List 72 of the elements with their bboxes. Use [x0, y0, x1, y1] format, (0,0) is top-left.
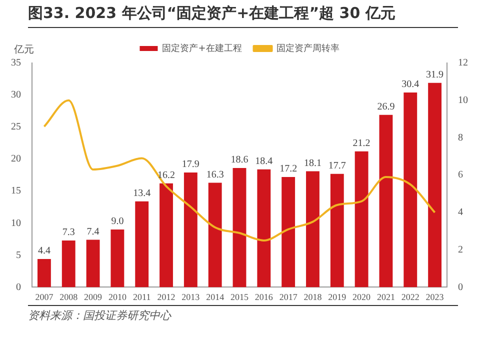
y-tick-label: 10 — [11, 218, 21, 229]
data-label: 30.4 — [402, 79, 420, 90]
x-tick-label: 2020 — [352, 292, 372, 302]
legend-label: 固定资产周转率 — [276, 42, 340, 54]
data-label: 18.4 — [255, 156, 273, 167]
legend-label: 固定资产+在建工程 — [162, 42, 242, 54]
data-label: 18.1 — [304, 158, 322, 169]
bar — [37, 259, 51, 288]
data-label: 18.6 — [230, 154, 248, 166]
x-tick-label: 2021 — [376, 292, 395, 302]
data-label: 26.9 — [377, 102, 395, 113]
x-tick-label: 2010 — [108, 292, 127, 302]
data-label: 7.3 — [62, 227, 75, 238]
y2-tick-label: 6 — [458, 170, 463, 181]
y2-tick-label: 0 — [458, 282, 463, 293]
x-tick-label: 2018 — [304, 292, 322, 302]
bar — [160, 183, 173, 288]
bar — [86, 240, 100, 288]
x-tick-label: 2014 — [206, 292, 225, 302]
y2-tick-label: 4 — [458, 207, 463, 218]
bar — [135, 201, 149, 288]
bar — [257, 169, 271, 288]
x-tick-label: 2017 — [279, 292, 298, 302]
chart-title: 图33. 2023 年公司“固定资产+在建工程”超 30 亿元 — [28, 4, 458, 28]
data-label: 9.0 — [111, 216, 124, 228]
text: 资料来源：国投证券研究中心 — [28, 305, 458, 323]
data-label: 31.9 — [426, 69, 444, 80]
y2-tick-label: 12 — [458, 58, 468, 69]
bar — [184, 172, 198, 288]
bar — [232, 168, 246, 288]
x-tick-label: 2012 — [157, 292, 176, 302]
bar — [62, 240, 76, 288]
data-label: 21.2 — [352, 138, 370, 150]
line-series — [43, 99, 436, 242]
x-tick-label: 2016 — [254, 292, 274, 302]
x-tick-label: 2022 — [401, 292, 420, 302]
x-tick-label: 2008 — [60, 292, 78, 302]
data-label: 4.4 — [38, 246, 50, 257]
data-label: 13.4 — [133, 188, 151, 199]
y-tick-label: 20 — [11, 154, 21, 165]
x-tick-label: 2009 — [84, 292, 103, 302]
bar — [354, 151, 368, 288]
y-tick-label: 15 — [11, 186, 21, 197]
x-tick-label: 2011 — [133, 292, 151, 302]
y2-tick-label: 10 — [458, 94, 468, 106]
data-label: 16.3 — [206, 169, 224, 180]
x-tick-label: 2023 — [426, 292, 444, 302]
y-tick-label: 35 — [11, 58, 21, 69]
data-label: 17.2 — [280, 164, 298, 175]
y-tick-label: 0 — [16, 282, 21, 293]
x-tick-label: 2015 — [230, 292, 249, 302]
bar — [404, 92, 418, 288]
data-label: 16.2 — [158, 170, 176, 182]
bar — [330, 174, 344, 288]
y2-tick-label: 8 — [458, 132, 463, 144]
y-axis-title: 亿元 — [13, 44, 34, 56]
data-label: 17.9 — [182, 159, 200, 170]
bar — [110, 230, 124, 288]
x-tick-label: 2013 — [182, 292, 200, 302]
y-tick-label: 5 — [16, 250, 21, 261]
y-tick-label: 30 — [11, 90, 21, 101]
x-tick-label: 2007 — [35, 292, 54, 302]
bar — [208, 182, 222, 288]
data-label: 17.7 — [328, 160, 346, 172]
y2-tick-label: 2 — [458, 244, 463, 256]
bar — [428, 82, 442, 288]
x-tick-label: 2019 — [328, 292, 347, 302]
bar — [379, 114, 393, 288]
data-label: 7.4 — [86, 226, 100, 238]
y-tick-label: 25 — [11, 122, 21, 133]
bar — [282, 177, 296, 288]
bar — [306, 171, 320, 288]
